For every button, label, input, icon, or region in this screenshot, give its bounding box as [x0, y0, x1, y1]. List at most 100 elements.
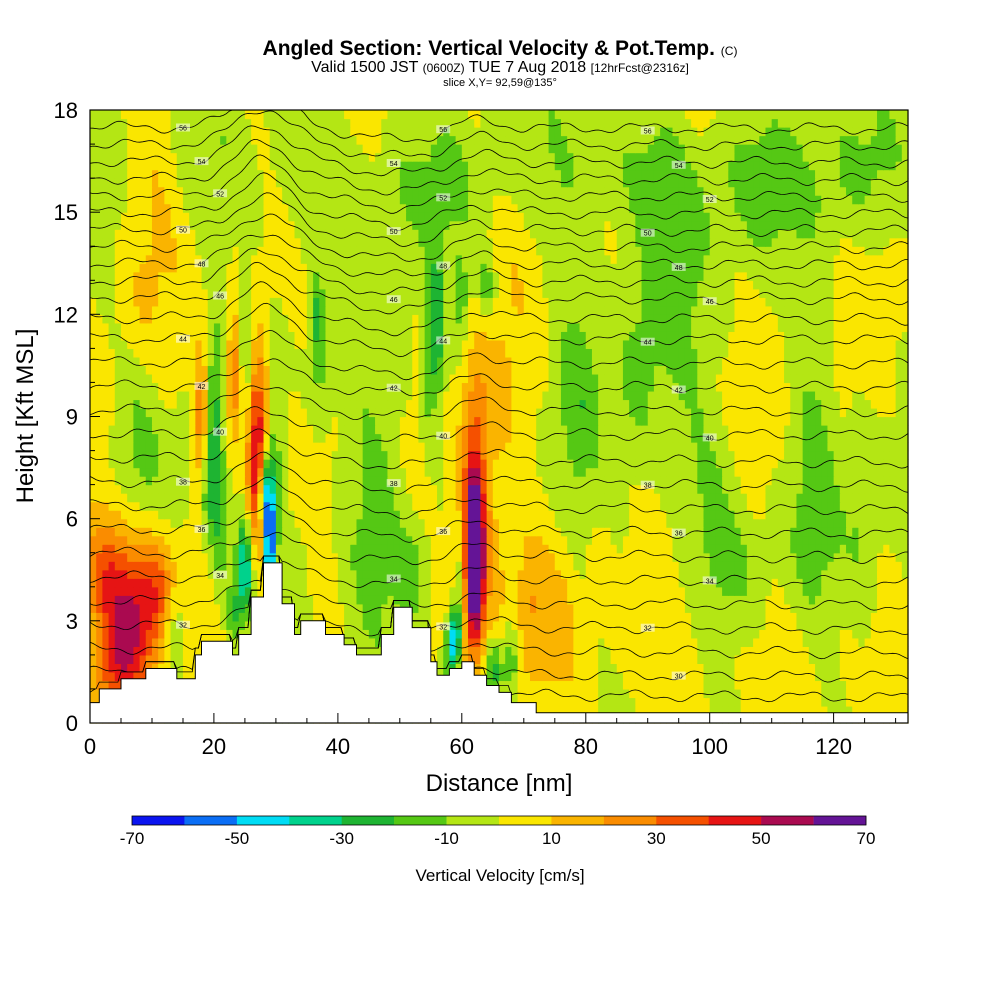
field-cell: [207, 578, 215, 588]
field-cell: [102, 459, 110, 469]
field-cell: [870, 697, 878, 707]
field-cell: [753, 612, 760, 622]
field-cell: [542, 544, 550, 554]
field-cell: [703, 705, 711, 716]
field-cell: [511, 459, 519, 469]
field-cell: [697, 476, 705, 486]
field-cell: [201, 544, 209, 554]
field-cell: [127, 442, 134, 452]
field-cell: [641, 459, 649, 469]
field-cell: [542, 407, 550, 418]
field-cell: [529, 484, 537, 494]
field-cell: [616, 399, 624, 409]
field-cell: [443, 459, 451, 469]
field-cell: [468, 501, 475, 511]
field-cell: [610, 654, 618, 664]
field-cell: [337, 552, 345, 562]
field-cell: [715, 620, 723, 630]
field-cell: [505, 535, 512, 545]
field-cell: [102, 671, 110, 682]
field-cell: [759, 663, 767, 673]
field-cell: [375, 603, 382, 613]
field-cell: [306, 416, 314, 426]
field-cell: [666, 510, 674, 520]
field-cell: [895, 612, 903, 622]
field-cell: [213, 501, 221, 511]
field-cell: [740, 442, 748, 452]
field-cell: [660, 646, 667, 656]
field-cell: [691, 680, 698, 690]
field-cell: [201, 535, 209, 545]
field-cell: [294, 544, 302, 554]
field-cell: [455, 467, 463, 477]
field-cell: [703, 484, 711, 494]
field-cell: [691, 467, 698, 477]
field-cell: [796, 663, 804, 673]
field-cell: [883, 671, 891, 682]
field-cell: [313, 433, 320, 443]
field-cell: [821, 646, 829, 656]
field-cell: [201, 586, 209, 596]
field-cell: [288, 493, 296, 503]
field-cell: [542, 476, 550, 486]
field-cell: [808, 646, 816, 656]
field-cell: [418, 578, 426, 588]
field-cell: [734, 561, 742, 571]
field-cell: [734, 467, 742, 477]
field-cell: [90, 680, 97, 690]
field-cell: [505, 493, 512, 503]
field-cell: [251, 450, 258, 460]
field-cell: [536, 671, 543, 682]
field-cell: [523, 612, 531, 622]
field-cell: [579, 663, 587, 673]
field-cell: [765, 586, 773, 596]
field-cell: [189, 407, 196, 418]
field-cell: [895, 425, 903, 435]
field-cell: [852, 680, 860, 690]
field-cell: [895, 629, 903, 639]
field-cell: [257, 467, 265, 477]
field-cell: [325, 407, 333, 418]
field-cell: [455, 450, 463, 460]
field-cell: [883, 476, 891, 486]
field-cell: [90, 416, 97, 426]
field-cell: [529, 493, 537, 503]
field-cell: [573, 552, 581, 562]
field-cell: [381, 416, 389, 426]
field-cell: [734, 620, 742, 630]
field-cell: [784, 680, 791, 690]
field-cell: [108, 535, 116, 545]
field-cell: [684, 688, 692, 699]
field-cell: [604, 476, 612, 486]
field-cell: [560, 688, 568, 699]
field-cell: [449, 637, 457, 647]
field-cell: [189, 671, 196, 682]
field-cell: [511, 544, 519, 554]
field-cell: [827, 442, 835, 452]
field-cell: [635, 688, 643, 699]
field-cell: [542, 459, 550, 469]
field-cell: [815, 425, 822, 435]
field-cell: [375, 518, 382, 528]
field-cell: [746, 637, 754, 647]
field-cell: [282, 493, 289, 503]
field-cell: [678, 535, 686, 545]
field-cell: [189, 595, 196, 605]
field-cell: [536, 612, 543, 622]
field-cell: [833, 518, 841, 528]
field-cell: [412, 407, 420, 418]
field-cell: [443, 603, 451, 613]
field-cell: [257, 569, 265, 579]
field-cell: [635, 433, 643, 443]
field-cell: [629, 680, 636, 690]
field-cell: [573, 484, 581, 494]
field-cell: [325, 586, 333, 596]
field-cell: [672, 578, 680, 588]
field-cell: [164, 399, 172, 409]
field-cell: [579, 680, 587, 690]
field-cell: [877, 433, 884, 443]
field-cell: [666, 561, 674, 571]
field-cell: [672, 501, 680, 511]
field-cell: [189, 476, 196, 486]
field-cell: [499, 442, 506, 452]
